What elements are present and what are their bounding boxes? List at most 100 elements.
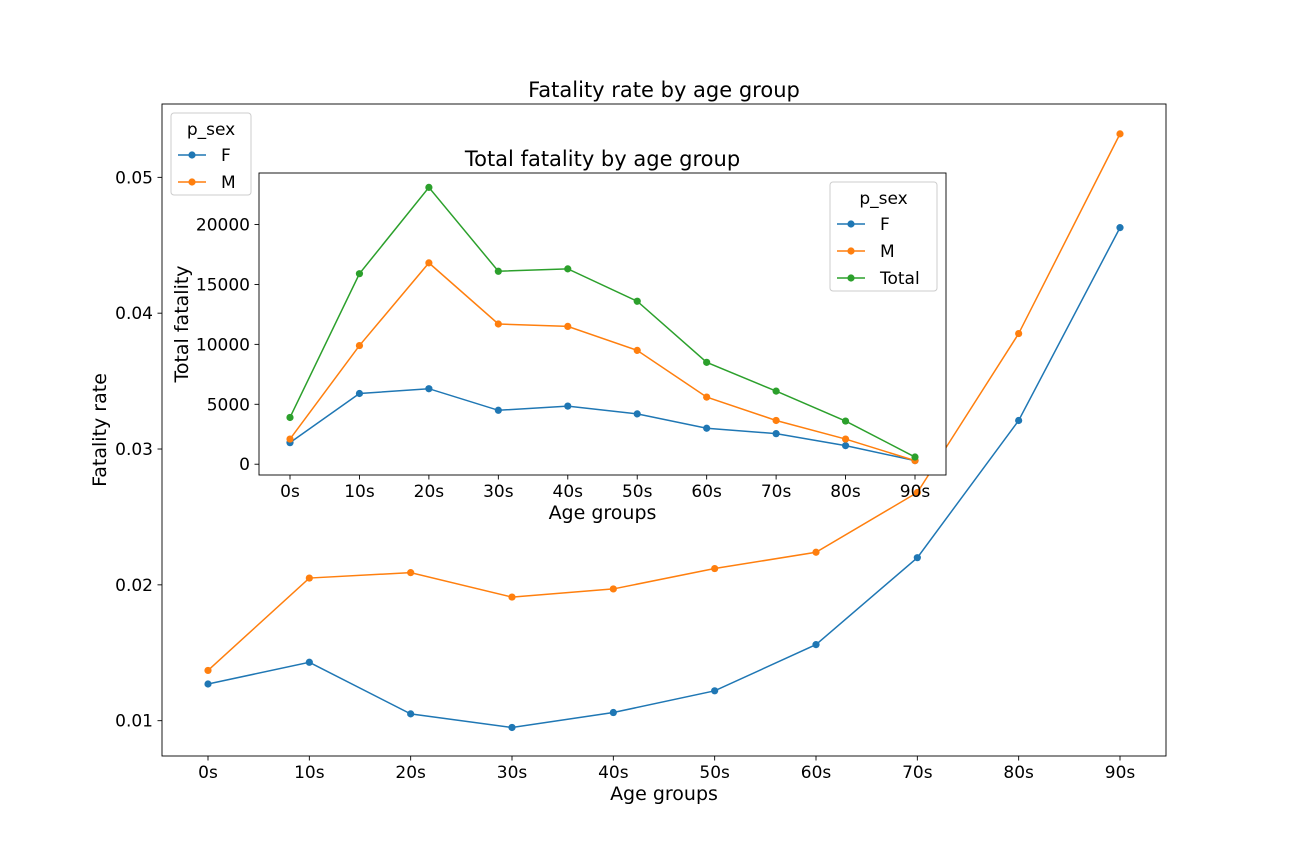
x-tick-label: 90s (1105, 763, 1136, 783)
x-tick-label: 80s (1003, 763, 1034, 783)
x-tick-label: 20s (414, 482, 445, 502)
legend-box (170, 112, 252, 196)
chart-title: Total fatality by age group (464, 147, 740, 171)
data-point-m (355, 341, 364, 350)
data-point-f (841, 442, 850, 450)
x-axis-label: Age groups (549, 502, 657, 524)
legend-title: p_sex (187, 120, 235, 140)
axes-frame (258, 172, 947, 476)
data-point-m (305, 574, 313, 582)
legend: p_sex FM Total (829, 181, 938, 292)
legend-marker-m (188, 178, 196, 186)
series-line-total (289, 186, 916, 458)
legend-marker-total (847, 274, 855, 282)
data-point-f (305, 658, 313, 666)
y-tick-label: 0.03 (115, 440, 153, 460)
data-point-m (772, 416, 780, 425)
y-tick-label: 0.02 (115, 576, 153, 596)
x-tick-label: 50s (699, 763, 730, 783)
data-point-total (772, 387, 780, 395)
series-line-m (207, 133, 1121, 671)
data-point-m (1116, 130, 1124, 138)
y-axis-label: Total fatality (171, 265, 193, 383)
data-point-f (494, 406, 502, 414)
legend-label-total: Total (879, 269, 920, 289)
x-tick-label: 0s (280, 482, 300, 502)
data-point-m (425, 259, 433, 267)
data-point-f (1015, 416, 1023, 425)
x-tick-label: 70s (902, 763, 933, 783)
data-point-f (425, 385, 433, 393)
data-point-f (355, 389, 364, 398)
data-point-m (508, 593, 516, 601)
inset-chart: 0s 10s 20s 30s 40s 50s 60s 70s 80s 90s 0 5000 10000 1… (171, 147, 947, 524)
data-point-f (812, 641, 820, 649)
x-tick-label: 10s (294, 763, 325, 783)
data-point-total (703, 358, 711, 366)
data-point-total (911, 453, 919, 461)
data-point-m (407, 569, 415, 577)
x-tick-label: 10s (344, 482, 375, 502)
x-tick-label: 0s (198, 763, 218, 783)
legend-marker-f (188, 151, 196, 159)
data-point-m (494, 320, 502, 328)
x-tick-label: 70s (761, 482, 792, 502)
y-tick-label: 0.04 (115, 304, 153, 324)
x-tick-label: 90s (900, 482, 931, 502)
axes-frame (161, 103, 1167, 757)
legend-label-f: F (221, 146, 231, 166)
y-tick-label: 5000 (207, 395, 250, 415)
x-tick-label: 60s (691, 482, 722, 502)
x-tick-label: 20s (395, 763, 426, 783)
x-tick-label: 50s (622, 482, 653, 502)
data-point-f (609, 708, 617, 717)
data-point-m (841, 435, 850, 443)
data-point-m (564, 322, 572, 330)
data-point-m (812, 548, 820, 556)
x-tick-label: 40s (553, 482, 584, 502)
legend-box (829, 181, 938, 292)
series-line-f (289, 387, 916, 462)
chart-title: Fatality rate by age group (528, 78, 800, 102)
series-line-f (207, 227, 1121, 729)
data-point-m (286, 435, 294, 443)
data-point-m (633, 346, 641, 354)
y-axis-label: Fatality rate (89, 373, 111, 487)
data-point-f (711, 687, 719, 695)
legend-marker-f (847, 220, 855, 228)
data-point-f (913, 554, 921, 562)
x-tick-label: 30s (483, 482, 514, 502)
legend-marker-m (847, 247, 855, 255)
y-tick-label: 0.01 (115, 712, 153, 732)
x-axis-label: Age groups (610, 783, 718, 805)
data-point-f (407, 710, 415, 718)
y-tick-label: 0.05 (115, 168, 153, 188)
x-tick-label: 60s (801, 763, 832, 783)
data-point-total (355, 270, 364, 278)
data-point-f (772, 430, 780, 438)
data-point-f (204, 680, 212, 688)
data-point-total (841, 417, 850, 425)
data-point-m (703, 393, 711, 401)
data-point-m (711, 564, 719, 573)
data-point-total (564, 265, 572, 273)
data-point-f (1116, 224, 1124, 232)
data-point-total (633, 297, 641, 305)
data-point-f (508, 723, 516, 732)
legend-title: p_sex (859, 189, 907, 209)
legend-label-m: M (221, 173, 236, 193)
y-tick-label: 10000 (196, 335, 250, 355)
legend-label-m: M (880, 242, 895, 262)
y-tick-label: 0 (239, 455, 250, 475)
x-tick-label: 40s (598, 763, 629, 783)
data-point-total (494, 267, 502, 275)
x-tick-label: 80s (830, 482, 861, 502)
legend: p_sex FM (170, 112, 252, 196)
data-point-m (913, 488, 921, 497)
y-tick-label: 20000 (196, 216, 250, 236)
x-tick-label: 30s (497, 763, 528, 783)
y-tick-label: 15000 (196, 275, 250, 295)
data-point-m (204, 666, 212, 675)
data-point-m (1015, 329, 1023, 338)
